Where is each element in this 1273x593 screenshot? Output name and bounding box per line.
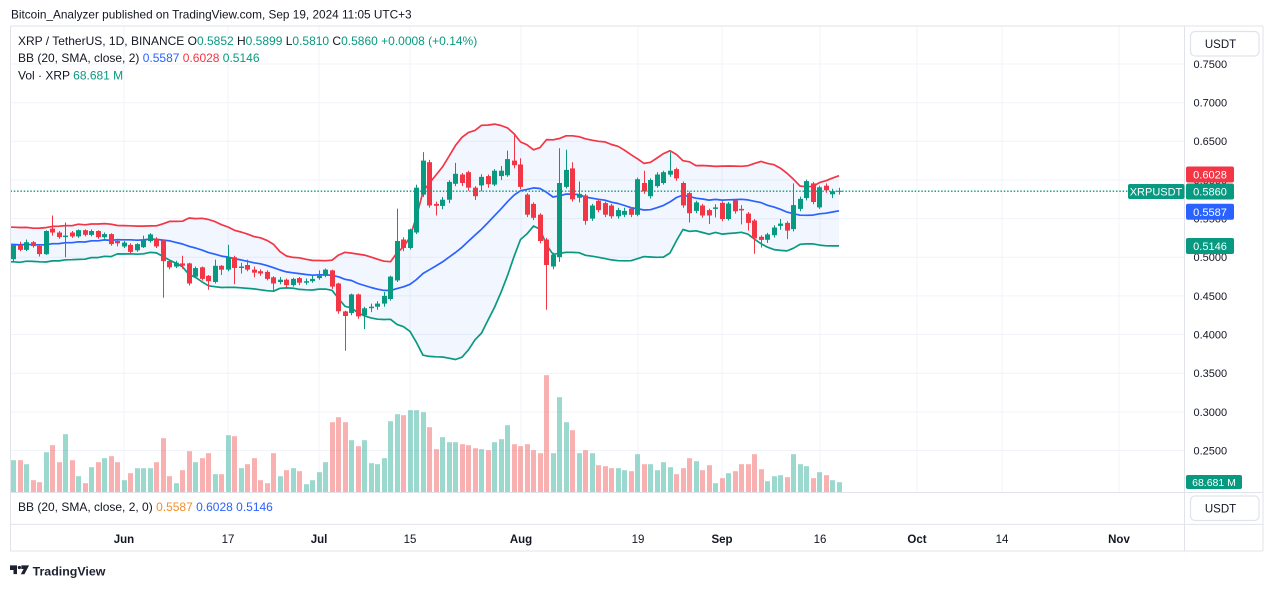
svg-text:68.681 M: 68.681 M — [1192, 477, 1236, 489]
svg-text:BB (20, SMA, close, 2) 0.5587: BB (20, SMA, close, 2) 0.5587 0.6028 0.5… — [18, 51, 260, 65]
svg-text:Bitcoin_Analyzer published on: Bitcoin_Analyzer published on TradingVie… — [11, 8, 412, 22]
svg-text:0.4500: 0.4500 — [1194, 291, 1228, 303]
svg-text:0.4000: 0.4000 — [1194, 329, 1228, 341]
svg-text:Nov: Nov — [1108, 534, 1130, 546]
svg-text:16: 16 — [814, 534, 827, 546]
svg-text:XRP / TetherUS, 1D, BINANCE O: XRP / TetherUS, 1D, BINANCE O0.5852 H0.5… — [18, 34, 477, 48]
svg-text:14: 14 — [996, 534, 1009, 546]
svg-text:0.5146: 0.5146 — [1193, 241, 1227, 253]
svg-text:15: 15 — [404, 534, 417, 546]
svg-text:TradingView: TradingView — [33, 565, 106, 579]
svg-text:XRPUSDT: XRPUSDT — [1130, 187, 1183, 199]
svg-text:USDT: USDT — [1205, 39, 1236, 51]
svg-text:Jun: Jun — [114, 534, 134, 546]
svg-text:0.6028: 0.6028 — [1193, 170, 1227, 182]
svg-text:0.5860: 0.5860 — [1193, 187, 1227, 199]
svg-text:0.5587: 0.5587 — [1193, 207, 1227, 219]
svg-text:USDT: USDT — [1205, 503, 1236, 515]
svg-text:0.6500: 0.6500 — [1194, 136, 1228, 148]
svg-text:Oct: Oct — [907, 534, 926, 546]
svg-text:17: 17 — [222, 534, 235, 546]
svg-text:0.7000: 0.7000 — [1194, 98, 1228, 110]
svg-text:0.7500: 0.7500 — [1194, 59, 1228, 71]
svg-text:0.3500: 0.3500 — [1194, 368, 1228, 380]
svg-text:0.2500: 0.2500 — [1194, 445, 1228, 457]
svg-text:0.5000: 0.5000 — [1194, 252, 1228, 264]
svg-text:Sep: Sep — [711, 534, 732, 546]
svg-text:Vol · XRP 68.681 M: Vol · XRP 68.681 M — [18, 69, 123, 83]
svg-text:Jul: Jul — [311, 534, 328, 546]
svg-text:Aug: Aug — [510, 534, 532, 546]
svg-text:BB (20, SMA, close, 2, 0) 0.5: BB (20, SMA, close, 2, 0) 0.5587 0.6028 … — [18, 500, 273, 514]
svg-text:0.3000: 0.3000 — [1194, 407, 1228, 419]
svg-text:19: 19 — [632, 534, 645, 546]
